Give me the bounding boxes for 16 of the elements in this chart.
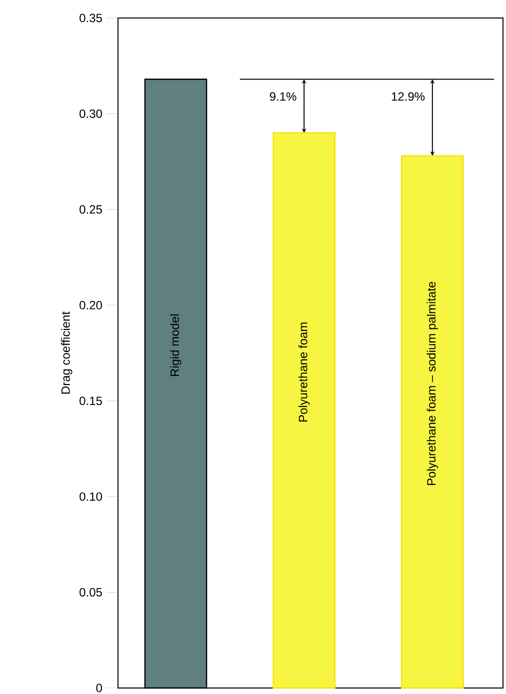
- y-tick-label: 0.10: [80, 492, 102, 501]
- y-tick-label: 0.25: [80, 205, 102, 214]
- y-tick-label: 0.20: [80, 300, 102, 310]
- x-tick-label: Polyurethane foam: [298, 322, 310, 422]
- bar: [401, 155, 464, 689]
- y-axis-title: Drag coefficient: [61, 312, 72, 394]
- annotation: 9.1%: [270, 92, 296, 101]
- y-tick-label: 0.30: [80, 109, 102, 118]
- x-tick-label: Rigid model: [170, 314, 182, 376]
- y-tick-label: 0.05: [80, 588, 102, 597]
- y-tick-label: 0.35: [80, 14, 102, 22]
- annotation: 12.9%: [392, 92, 425, 101]
- x-tick-label: Polyurethane foam – sodium palmitate: [426, 282, 438, 486]
- bar: [272, 132, 336, 689]
- y-tick-label: 0.15: [80, 396, 102, 406]
- y-tick-label: 0: [96, 684, 102, 692]
